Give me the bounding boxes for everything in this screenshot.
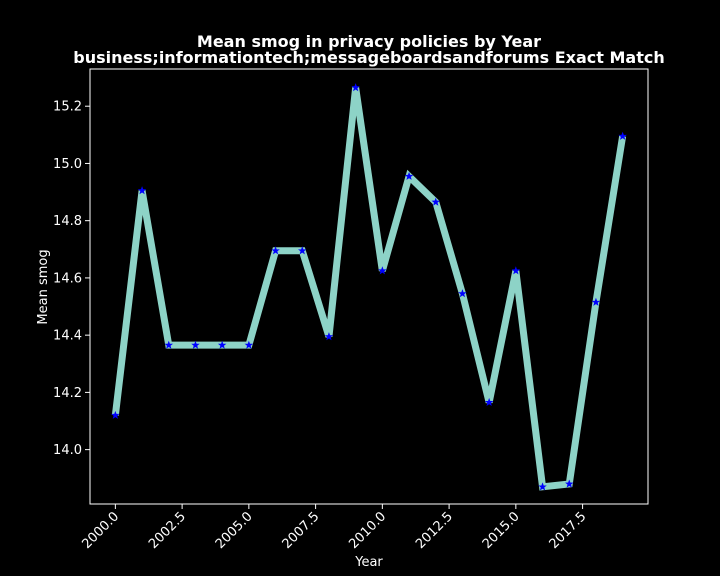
data-point [324,332,334,341]
data-point [298,246,307,255]
y-axis-label: Mean smog [36,249,51,324]
data-point [244,340,254,349]
chart-subtitle: business;informationtech;messageboardsan… [73,48,664,67]
data-point [618,131,627,140]
x-axis: 2000.0 2002.5 2005.0 2007.5 2010.0 2012.5 2015… [79,504,589,552]
data-point [351,83,360,92]
x-axis-label: Year [354,555,383,570]
data-point [458,289,467,298]
y-axis: 14.0 14.2 14.4 14.6 14.8 15.0 15.2 [53,100,90,458]
data-point [565,479,574,488]
x-tick-label: 2002.5 [146,509,189,552]
x-tick-label: 2007.5 [280,509,323,552]
x-tick-label: 2017.5 [547,509,590,552]
data-point [431,197,440,206]
data-point [191,340,200,349]
x-tick-label: 2015.0 [480,509,523,552]
y-tick-label: 14.8 [53,214,82,229]
axes-frame [89,68,649,505]
y-tick-label: 14.0 [53,443,82,458]
x-tick-label: 2000.0 [79,509,122,552]
data-point [511,266,521,275]
data-point [378,266,387,275]
data-point [111,410,120,419]
data-point [164,340,173,349]
y-tick-label: 15.2 [53,100,82,115]
data-point [137,186,147,195]
chart-title: Mean smog in privacy policies by Year [197,32,541,51]
y-tick-label: 14.6 [53,271,82,286]
data-point [591,297,601,306]
y-tick-label: 14.2 [53,386,82,401]
plot-area [111,83,627,491]
x-tick-label: 2012.5 [413,509,456,552]
x-tick-label: 2010.0 [346,509,389,552]
data-point [538,482,547,491]
series-line [111,87,627,491]
data-point [271,246,280,255]
data-point [484,397,494,407]
y-tick-label: 15.0 [53,157,82,172]
y-tick-label: 14.4 [53,329,82,344]
x-tick-label: 2005.0 [213,509,256,552]
data-point [217,340,227,349]
data-point [404,171,414,180]
